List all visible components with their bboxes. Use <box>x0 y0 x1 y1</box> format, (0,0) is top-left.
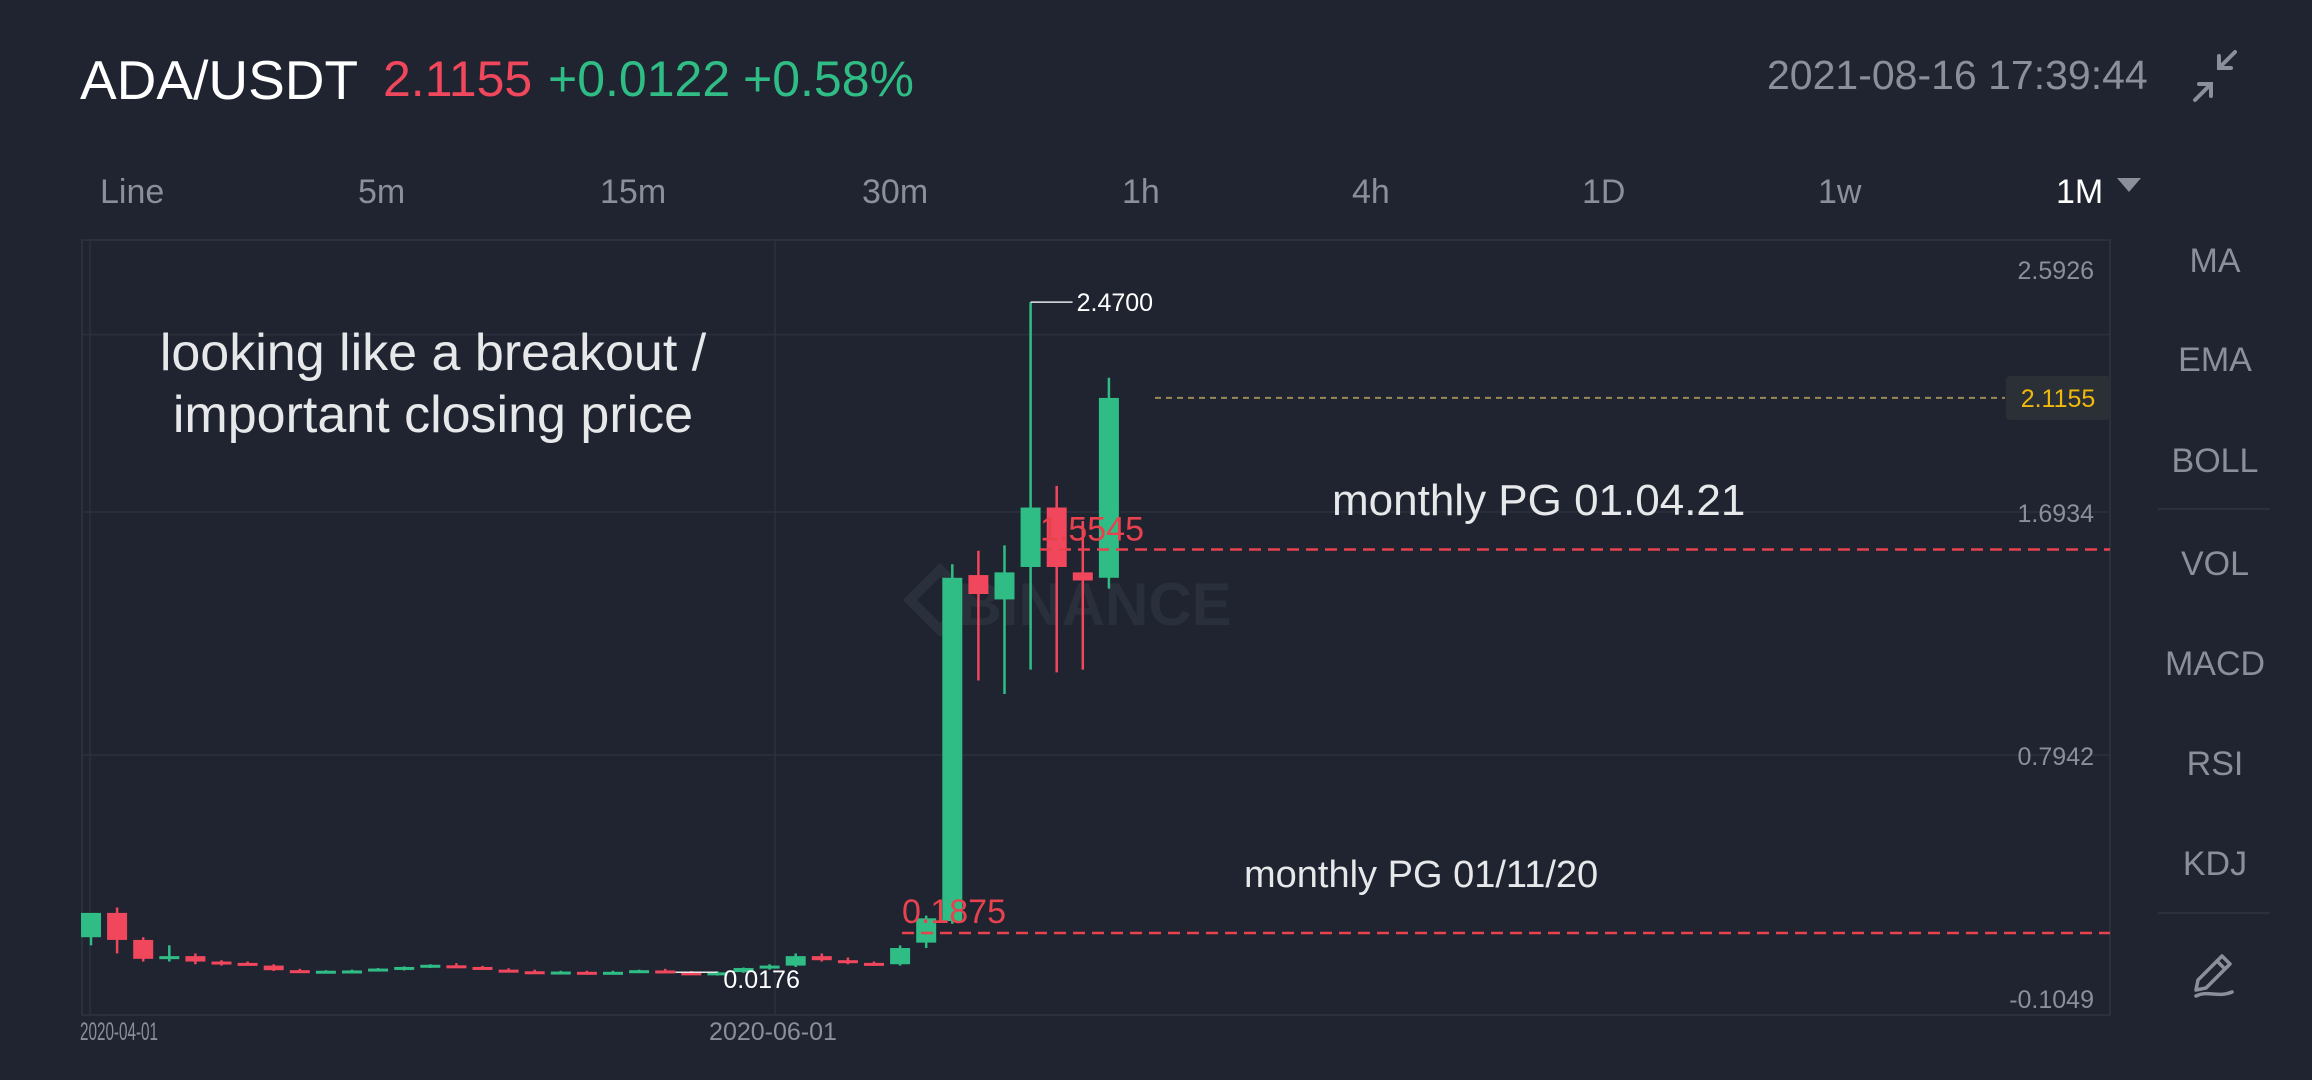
candle-body[interactable] <box>733 968 754 973</box>
y-tick-label: 1.6934 <box>2018 500 2095 528</box>
indicator-rsi[interactable]: RSI <box>2186 745 2244 783</box>
candle-body[interactable] <box>394 966 415 970</box>
candle-body[interactable] <box>1046 507 1067 567</box>
collapse-arrows-icon[interactable] <box>2185 46 2245 106</box>
candle-body[interactable] <box>133 939 154 959</box>
y-tick-label: 0.7942 <box>2018 743 2094 771</box>
candle-body[interactable] <box>81 912 101 938</box>
candle-body[interactable] <box>315 970 336 974</box>
level-label-0-1875: 0.1875 <box>902 893 1006 931</box>
candle-body[interactable] <box>759 965 780 969</box>
candle-body[interactable] <box>1072 572 1093 581</box>
interval-tabs: Line 5m 15m 30m 1h 4h 1D 1w 1M <box>0 165 2312 225</box>
current-price-label: 2.1155 <box>2021 385 2096 413</box>
price-change-percent: +0.58% <box>743 51 914 107</box>
interval-tab-line[interactable]: Line <box>100 173 165 211</box>
candle-body[interactable] <box>524 971 545 975</box>
interval-tab-5m[interactable]: 5m <box>358 173 406 211</box>
pencil-draw-icon[interactable] <box>2188 950 2238 1000</box>
candle-body[interactable] <box>942 577 963 922</box>
candle-body[interactable] <box>1098 397 1119 578</box>
candle-body[interactable] <box>681 972 702 976</box>
header: ADA/USDT 2.1155 +0.0122 +0.58% 2021-08-1… <box>0 0 2312 150</box>
candle-body[interactable] <box>289 970 310 974</box>
interval-tab-1h[interactable]: 1h <box>1122 173 1160 211</box>
timestamp: 2021-08-16 17:39:44 <box>1767 52 2148 98</box>
price-change: +0.0122 <box>548 51 731 107</box>
candle-body[interactable] <box>420 964 441 968</box>
indicator-boll[interactable]: BOLL <box>2171 442 2259 480</box>
symbol-title[interactable]: ADA/USDT <box>80 49 359 111</box>
x-tick-label: 2020-04-01 <box>80 1018 158 1046</box>
plot-frame <box>81 239 2111 1016</box>
candle-body[interactable] <box>655 970 676 974</box>
current-price-badge <box>2006 375 2110 420</box>
candle-body[interactable] <box>185 956 206 962</box>
indicator-divider <box>2158 912 2270 914</box>
candle-body[interactable] <box>263 965 284 971</box>
candle-body[interactable] <box>550 971 571 975</box>
interval-tab-1d[interactable]: 1D <box>1582 173 1626 211</box>
candle-body[interactable] <box>837 960 858 964</box>
candle-body[interactable] <box>159 956 180 960</box>
candle-body[interactable] <box>576 971 597 975</box>
indicator-kdj[interactable]: KDJ <box>2182 845 2248 883</box>
x-tick-label: 2020-06-01 <box>709 1018 837 1046</box>
candle-body[interactable] <box>368 968 389 972</box>
interval-tab-15m[interactable]: 15m <box>600 173 667 211</box>
annotation-text-pg-011120: monthly PG 01/11/20 <box>1244 854 1598 896</box>
interval-dropdown-icon[interactable] <box>2117 178 2141 192</box>
annotation-text-pg-040121: monthly PG 01.04.21 <box>1332 476 1745 525</box>
candle-body[interactable] <box>446 965 467 969</box>
low-price-label: 0.0176 <box>723 966 799 994</box>
candle-body[interactable] <box>811 956 832 961</box>
y-tick-label: -0.1049 <box>2009 986 2094 1014</box>
y-tick-label: 2.5926 <box>2018 257 2094 285</box>
candle-body[interactable] <box>916 918 937 943</box>
interval-tab-4h[interactable]: 4h <box>1352 173 1390 211</box>
candle-body[interactable] <box>707 972 728 976</box>
indicator-ema[interactable]: EMA <box>2178 341 2252 379</box>
indicator-macd[interactable]: MACD <box>2164 645 2266 683</box>
high-price-label: 2.4700 <box>1077 289 1153 317</box>
last-price: 2.1155 <box>383 51 533 107</box>
candle-body[interactable] <box>994 572 1015 600</box>
candle-body[interactable] <box>629 970 650 974</box>
indicator-ma[interactable]: MA <box>2189 242 2241 280</box>
candle-body[interactable] <box>342 970 362 974</box>
indicator-vol[interactable]: VOL <box>2180 545 2250 583</box>
candle-body[interactable] <box>603 971 623 975</box>
candle-body[interactable] <box>968 575 989 595</box>
candle-body[interactable] <box>107 912 128 940</box>
candle-body[interactable] <box>785 956 806 966</box>
candle-body[interactable] <box>890 948 911 965</box>
annotation-text-breakout: looking like a breakout / important closi… <box>160 324 707 444</box>
interval-tab-1w[interactable]: 1w <box>1818 173 1862 211</box>
candle-body[interactable] <box>1020 507 1041 567</box>
interval-tab-1m[interactable]: 1M <box>2056 173 2104 211</box>
indicator-divider <box>2158 508 2270 510</box>
candle-body[interactable] <box>211 961 232 965</box>
level-label-1-5545: 1.5545 <box>1040 511 1144 549</box>
candle-body[interactable] <box>237 962 258 966</box>
candle-body[interactable] <box>498 969 519 973</box>
candle-body[interactable] <box>864 962 884 966</box>
candle-body[interactable] <box>472 966 493 970</box>
interval-tab-30m[interactable]: 30m <box>862 173 929 211</box>
